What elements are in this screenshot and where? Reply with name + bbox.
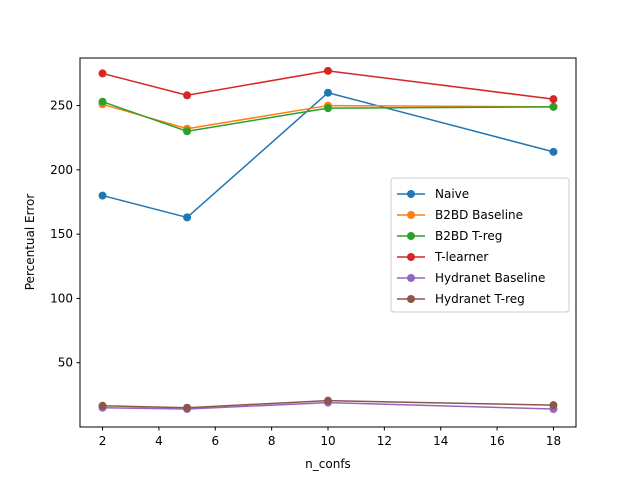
data-point (98, 69, 107, 78)
legend-swatch-marker (407, 274, 415, 282)
data-point (183, 403, 192, 412)
series-line-5 (102, 399, 554, 409)
x-tick-label: 14 (433, 434, 448, 448)
legend: Naive B2BD Baseline B2BD T-reg T-learner Hyd… (390, 177, 570, 313)
data-point (324, 396, 332, 405)
legend-label: B2BD Baseline (435, 208, 523, 222)
legend-box (390, 177, 570, 313)
x-axis-label: n_confs (305, 457, 351, 471)
legend-swatch-marker (407, 232, 415, 240)
data-point (324, 88, 332, 97)
x-tick-label: 18 (546, 434, 561, 448)
x-tick-label: 2 (99, 434, 107, 448)
x-tick-label: 16 (489, 434, 504, 448)
series-line-2 (102, 101, 554, 133)
y-tick-label: 200 (50, 163, 73, 177)
data-point (183, 127, 192, 136)
data-point (98, 401, 107, 410)
data-point (324, 66, 332, 75)
data-point (549, 95, 558, 104)
data-point (98, 191, 107, 200)
data-point (549, 401, 558, 410)
legend-label: Hydranet T-reg (435, 292, 525, 306)
data-point (183, 91, 192, 100)
y-tick-label: 100 (50, 291, 73, 305)
y-tick-label: 250 (50, 99, 73, 113)
legend-swatch-marker (407, 253, 415, 261)
data-point (324, 104, 332, 113)
series-line-3 (102, 70, 554, 100)
y-tick-label: 150 (50, 227, 73, 241)
x-tick-label: 10 (320, 434, 335, 448)
x-axis: 2 4 6 8 10 12 14 16 18 (99, 427, 561, 448)
y-axis-label: Percentual Error (23, 194, 37, 291)
legend-swatch-marker (407, 211, 415, 219)
data-point (549, 102, 558, 111)
legend-label: Hydranet Baseline (435, 271, 545, 285)
x-tick-label: 6 (211, 434, 219, 448)
x-tick-label: 12 (377, 434, 392, 448)
series-line-4 (102, 401, 554, 410)
x-tick-label: 8 (268, 434, 276, 448)
x-tick-label: 4 (155, 434, 163, 448)
legend-swatch-marker (407, 190, 415, 198)
legend-swatch-marker (407, 295, 415, 303)
series-layer (98, 66, 558, 413)
data-point (549, 147, 558, 156)
y-axis: 50 100 150 200 250 (50, 99, 80, 370)
series-line-0 (102, 91, 554, 219)
y-tick-label: 50 (58, 356, 73, 370)
data-point (183, 213, 192, 222)
legend-label: T-learner (434, 250, 488, 264)
data-point (98, 97, 107, 106)
legend-label: B2BD T-reg (435, 229, 502, 243)
legend-label: Naive (435, 187, 469, 201)
